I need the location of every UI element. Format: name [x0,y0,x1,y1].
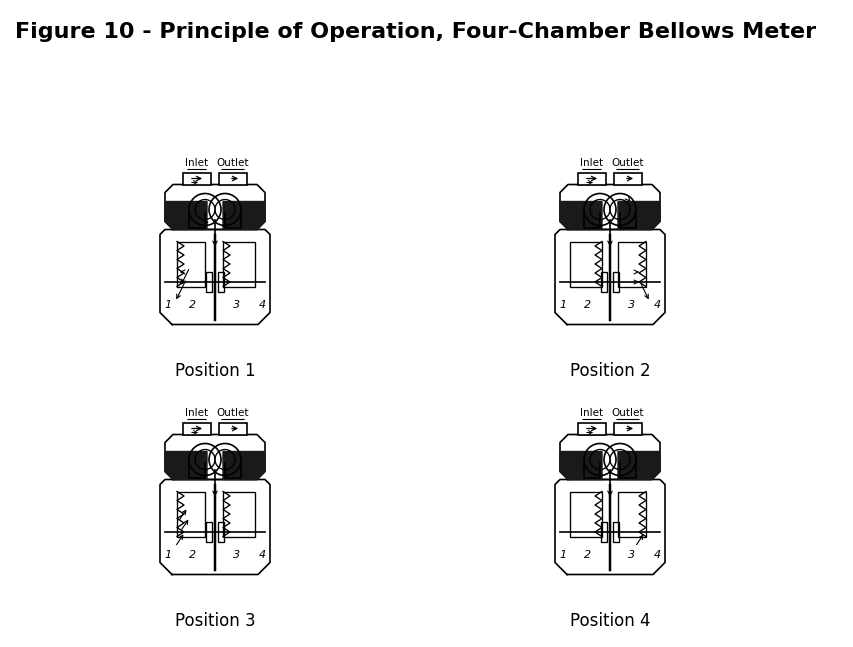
Text: Position 1: Position 1 [175,362,255,380]
Text: 4: 4 [653,549,659,560]
Polygon shape [165,184,264,230]
Text: Inlet: Inlet [185,408,208,419]
Bar [223,241,255,287]
Bar [612,522,618,542]
Text: Inlet: Inlet [580,159,603,168]
Polygon shape [223,201,264,230]
Text: 2: 2 [189,549,196,560]
Polygon shape [560,452,601,479]
Text: 4: 4 [258,549,265,560]
Bar [206,272,212,292]
Text: Outlet: Outlet [611,408,643,419]
FancyBboxPatch shape [183,422,211,435]
Bar [206,522,212,542]
FancyBboxPatch shape [577,173,606,184]
Bar [569,241,601,287]
Text: 2: 2 [583,300,591,309]
Bar [601,272,606,292]
Text: Outlet: Outlet [217,408,249,419]
Text: 1: 1 [559,300,566,309]
FancyBboxPatch shape [218,173,247,184]
Bar [177,492,205,536]
Bar [223,492,255,536]
FancyBboxPatch shape [577,422,606,435]
Text: Outlet: Outlet [611,159,643,168]
Polygon shape [160,479,270,575]
FancyBboxPatch shape [183,173,211,184]
Text: 4: 4 [258,300,265,309]
Text: 1: 1 [165,549,171,560]
Text: 3: 3 [628,300,635,309]
Polygon shape [165,452,206,479]
Polygon shape [560,201,601,230]
Polygon shape [560,435,659,479]
Text: Position 2: Position 2 [569,362,649,380]
Bar [601,522,606,542]
Text: 3: 3 [233,300,241,309]
FancyBboxPatch shape [218,422,247,435]
Polygon shape [165,435,264,479]
Polygon shape [223,452,264,479]
Text: Inlet: Inlet [185,159,208,168]
Bar [218,522,223,542]
Text: 3: 3 [233,549,241,560]
Text: 1: 1 [165,300,171,309]
Polygon shape [560,184,659,230]
FancyBboxPatch shape [613,173,641,184]
Polygon shape [160,230,270,325]
Text: Position 3: Position 3 [175,612,255,630]
Bar [177,241,205,287]
Polygon shape [618,201,659,230]
Polygon shape [554,479,664,575]
Text: Inlet: Inlet [580,408,603,419]
Polygon shape [554,230,664,325]
Polygon shape [618,452,659,479]
Text: Figure 10 - Principle of Operation, Four-Chamber Bellows Meter: Figure 10 - Principle of Operation, Four… [15,22,815,42]
FancyBboxPatch shape [613,422,641,435]
Polygon shape [165,201,206,230]
Text: 1: 1 [559,549,566,560]
Bar [569,492,601,536]
Text: Position 4: Position 4 [569,612,649,630]
Text: 3: 3 [628,549,635,560]
Text: 2: 2 [583,549,591,560]
Text: 4: 4 [653,300,659,309]
Bar [618,241,645,287]
Bar [612,272,618,292]
Bar [218,272,223,292]
Text: Outlet: Outlet [217,159,249,168]
Text: 2: 2 [189,300,196,309]
Bar [618,492,645,536]
